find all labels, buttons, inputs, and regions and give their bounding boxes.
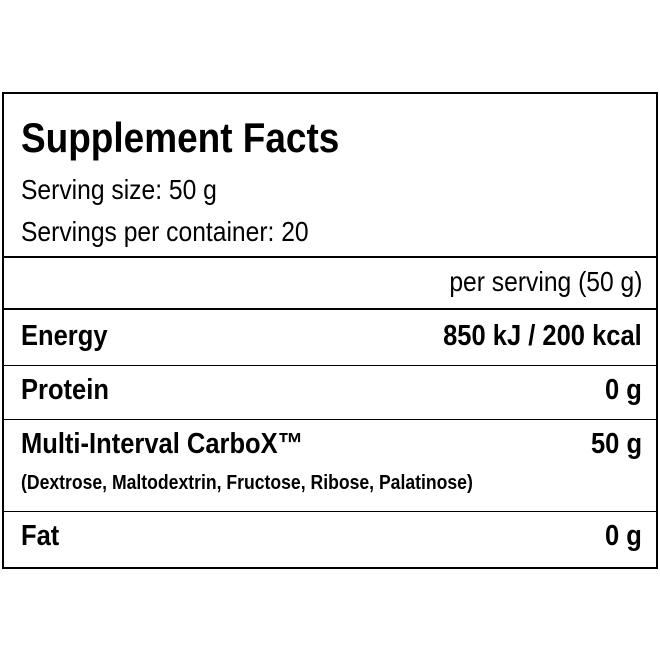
row-value-text: 50 g xyxy=(590,428,642,460)
row-sub-text: (Dextrose, Maltodextrin, Fructose, Ribos… xyxy=(21,472,473,494)
column-header: per serving (50 g) xyxy=(423,266,642,298)
serving-size: Serving size: 50 g xyxy=(21,174,244,206)
divider xyxy=(4,419,656,420)
title-text: Supplement Facts xyxy=(21,114,340,161)
row-name-text: Fat xyxy=(21,520,60,552)
servings-per-container-text: Servings per container: 20 xyxy=(21,216,309,247)
row-name-fat: Fat xyxy=(21,520,65,553)
column-header-text: per serving (50 g) xyxy=(448,266,642,297)
divider xyxy=(4,256,656,258)
row-name-text: Energy xyxy=(21,320,108,352)
row-sub-carbox: (Dextrose, Maltodextrin, Fructose, Ribos… xyxy=(21,472,534,495)
serving-size-text: Serving size: 50 g xyxy=(21,174,217,205)
row-value-text: 0 g xyxy=(605,520,642,552)
panel-title: Supplement Facts xyxy=(21,114,383,162)
divider xyxy=(4,365,656,366)
divider xyxy=(4,511,656,512)
servings-per-container: Servings per container: 20 xyxy=(21,216,348,248)
row-name-text: Protein xyxy=(21,374,109,406)
row-name-carbox: Multi-Interval CarboX™ xyxy=(21,428,342,461)
row-value-energy: 850 kJ / 200 kcal xyxy=(416,320,642,353)
row-value-text: 0 g xyxy=(605,374,642,406)
supplement-facts-panel: Supplement Facts Serving size: 50 g Serv… xyxy=(2,92,658,569)
row-name-energy: Energy xyxy=(21,320,119,353)
row-value-carbox: 50 g xyxy=(584,428,642,461)
row-name-text: Multi-Interval CarboX™ xyxy=(21,428,304,460)
row-name-protein: Protein xyxy=(21,374,121,407)
divider xyxy=(4,308,656,310)
row-value-fat: 0 g xyxy=(600,520,642,553)
row-value-text: 850 kJ / 200 kcal xyxy=(443,320,642,352)
row-value-protein: 0 g xyxy=(600,374,642,407)
